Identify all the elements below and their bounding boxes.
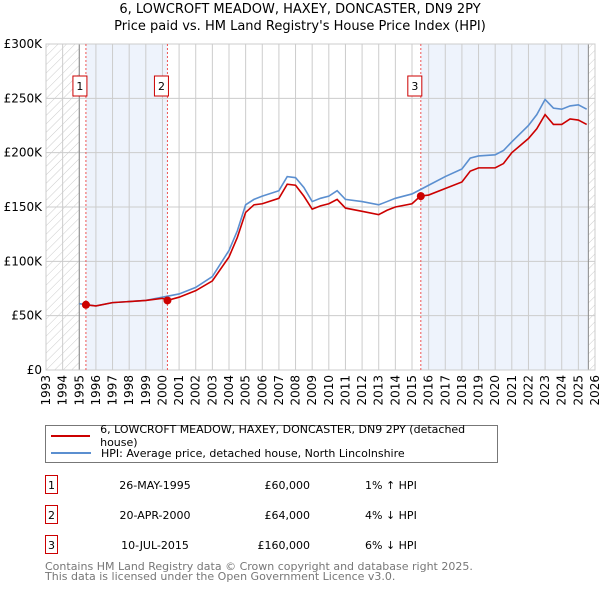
- x-tick-label: 2021: [505, 375, 519, 406]
- x-tick-label: 2023: [538, 375, 552, 406]
- sale-label: 1: [76, 80, 83, 93]
- x-tick-label: 2011: [338, 375, 352, 406]
- legend: 6, LOWCROFT MEADOW, HAXEY, DONCASTER, DN…: [45, 423, 498, 463]
- x-tick-label: 2019: [472, 375, 486, 406]
- sale-date: 26-MAY-1995: [119, 479, 191, 492]
- sale-date: 10-JUL-2015: [121, 539, 189, 552]
- sale-label-box: [153, 75, 169, 97]
- x-tick-label: 2003: [205, 375, 219, 406]
- y-tick-label: £0: [27, 363, 42, 377]
- sale-point: [163, 296, 172, 305]
- chart-title: 6, LOWCROFT MEADOW, HAXEY, DONCASTER, DN…: [119, 2, 481, 17]
- footer-licence: This data is licensed under the Open Gov…: [45, 570, 396, 583]
- y-tick-label: £200K: [4, 146, 44, 160]
- x-tick-label: 2024: [555, 375, 569, 406]
- x-tick-label: 2007: [272, 375, 286, 406]
- x-tick-label: 2025: [571, 375, 585, 406]
- y-tick-label: £300K: [4, 37, 44, 51]
- sale-number: 3: [45, 535, 58, 554]
- x-tick-label: 2000: [155, 375, 169, 406]
- x-tick-label: 1993: [39, 375, 53, 406]
- x-tick-label: 1995: [72, 375, 86, 406]
- x-tick-label: 2009: [305, 375, 319, 406]
- chart-subtitle: Price paid vs. HM Land Registry's House …: [114, 19, 486, 34]
- sale-price: £60,000: [264, 479, 311, 492]
- x-tick-label: 1999: [139, 375, 153, 406]
- footer-copyright: Contains HM Land Registry data © Crown c…: [45, 560, 473, 573]
- x-tick-label: 1997: [106, 375, 120, 406]
- legend-hpi: HPI: Average price, detached house, Nort…: [101, 446, 405, 460]
- sale-point: [416, 192, 425, 201]
- y-tick-label: £250K: [4, 91, 44, 105]
- x-tick-label: 2013: [372, 375, 386, 406]
- sale-hpi: 4% ↓ HPI: [365, 509, 417, 522]
- x-tick-label: 2015: [405, 375, 419, 406]
- y-tick-label: £50K: [11, 309, 43, 323]
- hpi-line: [79, 98, 588, 307]
- sale-label-box: [407, 75, 423, 97]
- x-tick-label: 2014: [388, 375, 402, 406]
- x-tick-label: 2026: [588, 375, 600, 406]
- x-tick-label: 2010: [322, 375, 336, 406]
- hpi-line-swatch: [51, 452, 91, 454]
- table-row: 3 10-JUL-2015 £160,000 6% ↓ HPI: [45, 535, 495, 555]
- price-line-swatch: [51, 435, 91, 437]
- x-tick-label: 2006: [255, 375, 269, 406]
- x-tick-label: 2012: [355, 375, 369, 406]
- sale-label: 3: [411, 80, 418, 93]
- sale-price: £64,000: [264, 509, 311, 522]
- x-tick-label: 2001: [172, 375, 186, 406]
- x-tick-label: 2018: [455, 375, 469, 406]
- x-tick-label: 2022: [521, 375, 535, 406]
- x-tick-label: 1996: [89, 375, 103, 406]
- x-tick-label: 2017: [438, 375, 452, 406]
- legend-price: 6, LOWCROFT MEADOW, HAXEY, DONCASTER, DN…: [100, 423, 466, 449]
- table-row: 2 20-APR-2000 £64,000 4% ↓ HPI: [45, 505, 495, 525]
- sale-hpi: 6% ↓ HPI: [365, 539, 417, 552]
- x-tick-label: 1998: [122, 375, 136, 406]
- y-tick-label: £150K: [4, 200, 44, 214]
- sale-number: 2: [45, 505, 58, 524]
- x-tick-label: 2004: [222, 375, 236, 406]
- sale-number: 1: [45, 475, 58, 494]
- sale-price: £160,000: [257, 539, 311, 552]
- sale-date: 20-APR-2000: [119, 509, 191, 522]
- x-tick-label: 2020: [488, 375, 502, 406]
- sale-hpi: 1% ↑ HPI: [365, 479, 417, 492]
- x-tick-label: 2005: [239, 375, 253, 406]
- x-tick-label: 2002: [189, 375, 203, 406]
- sale-label: 2: [158, 80, 165, 93]
- y-tick-label: £100K: [4, 254, 44, 268]
- price-paid-line: [85, 113, 588, 307]
- plot-frame: [45, 43, 596, 371]
- x-tick-label: 2016: [422, 375, 436, 406]
- x-tick-label: 1994: [56, 375, 70, 406]
- price-chart: 1993 1994 1995 1996 1997 1998 1999 2000 2001 2002…: [4, 37, 600, 406]
- table-row: 1 26-MAY-1995 £60,000 1% ↑ HPI: [45, 475, 495, 495]
- sale-point: [81, 300, 90, 309]
- sale-label-box: [72, 75, 88, 97]
- x-tick-label: 2008: [289, 375, 303, 406]
